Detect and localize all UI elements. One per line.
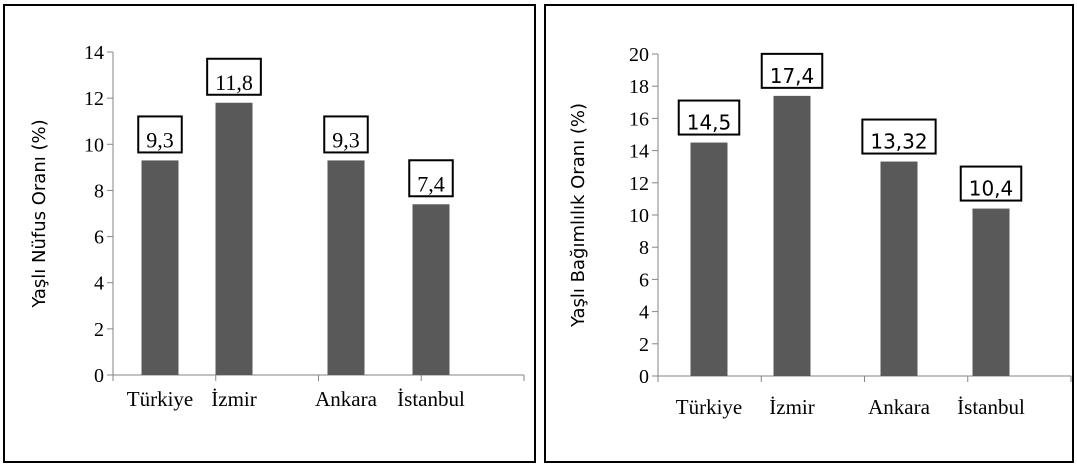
elderly-dependency-chart: 0 2 4 6 8 10 12 14 16 18 20 Yaşlı Bağımlılık Oranı …: [568, 44, 1072, 419]
data-label: 14,5: [677, 99, 741, 136]
chart-panel-left: 0 2 4 6 8 10 12 14 Yaşlı Nüfus Oranı (%) 9,3 Türki…: [3, 4, 536, 463]
data-label: 13,32: [861, 118, 937, 155]
data-label-box: [760, 52, 824, 89]
y-tick-label: 20: [629, 44, 649, 66]
y-tick-label: 0: [639, 366, 649, 388]
data-label: 10,4: [959, 165, 1023, 202]
data-label-box: [408, 159, 454, 198]
y-tick-label: 8: [639, 237, 649, 259]
bar-türkiye: [141, 160, 179, 375]
data-label-box: [137, 115, 183, 154]
y-tick-label: 4: [639, 302, 649, 324]
y-tick-label: 14: [629, 141, 649, 163]
y-tick-label: 2: [94, 319, 104, 341]
data-label-box: [861, 118, 937, 155]
data-label-text: 9,3: [332, 127, 360, 152]
y-tick-label: 12: [84, 88, 104, 110]
data-label-box: [206, 57, 262, 96]
data-label-text: 11,8: [215, 70, 253, 95]
data-label-text: 13,32: [870, 130, 927, 154]
data-label-box: [677, 99, 741, 136]
y-axis-label: Yaşlı Bağımlılık Oranı (%): [568, 103, 589, 328]
y-tick-label: 6: [94, 227, 104, 249]
x-category-label: İstanbul: [397, 387, 465, 411]
data-label-text: 17,4: [770, 64, 815, 88]
y-axis-label: Yaşlı Nüfus Oranı (%): [29, 119, 50, 308]
data-label-box: [323, 115, 369, 154]
y-tick-label: 14: [84, 42, 104, 64]
x-category-label: İstanbul: [957, 395, 1025, 419]
bar-i̇zmir: [215, 102, 253, 375]
y-tick-label: 8: [94, 180, 104, 202]
x-category-label: İzmir: [211, 387, 256, 411]
data-label-text: 10,4: [969, 177, 1014, 201]
bar-i̇stanbul: [972, 208, 1010, 376]
bar-ankara: [327, 160, 365, 375]
data-label-text: 9,3: [146, 127, 174, 152]
bar-türkiye: [690, 142, 728, 376]
elderly-population-chart: 0 2 4 6 8 10 12 14 Yaşlı Nüfus Oranı (%) 9,3 Türki…: [29, 42, 525, 411]
y-tick-label: 2: [639, 334, 649, 356]
bar-ankara: [880, 161, 918, 376]
bar-i̇zmir: [773, 95, 811, 377]
x-category-label: Ankara: [315, 387, 377, 411]
data-label-box: [959, 165, 1023, 202]
data-label: 9,3: [323, 115, 369, 154]
y-tick-label: 0: [94, 365, 104, 387]
x-category-label: Ankara: [868, 395, 930, 419]
y-tick-label: 18: [629, 76, 649, 98]
x-category-label: İzmir: [769, 395, 814, 419]
y-tick-label: 12: [629, 173, 649, 195]
data-label-text: 7,4: [417, 171, 445, 196]
data-label: 7,4: [408, 159, 454, 198]
data-label: 17,4: [760, 52, 824, 89]
chart-panel-right: 0 2 4 6 8 10 12 14 16 18 20 Yaşlı Bağımlılık Oranı …: [544, 4, 1074, 463]
y-tick-label: 10: [629, 205, 649, 227]
data-label: 9,3: [137, 115, 183, 154]
data-label-text: 14,5: [687, 111, 732, 135]
data-label: 11,8: [206, 57, 262, 96]
x-category-label: Türkiye: [127, 387, 193, 411]
y-tick-label: 6: [639, 269, 649, 291]
bar-i̇stanbul: [412, 204, 450, 375]
x-category-label: Türkiye: [676, 395, 742, 419]
y-tick-label: 10: [84, 134, 104, 156]
y-tick-label: 4: [94, 273, 104, 295]
y-tick-label: 16: [629, 108, 649, 130]
